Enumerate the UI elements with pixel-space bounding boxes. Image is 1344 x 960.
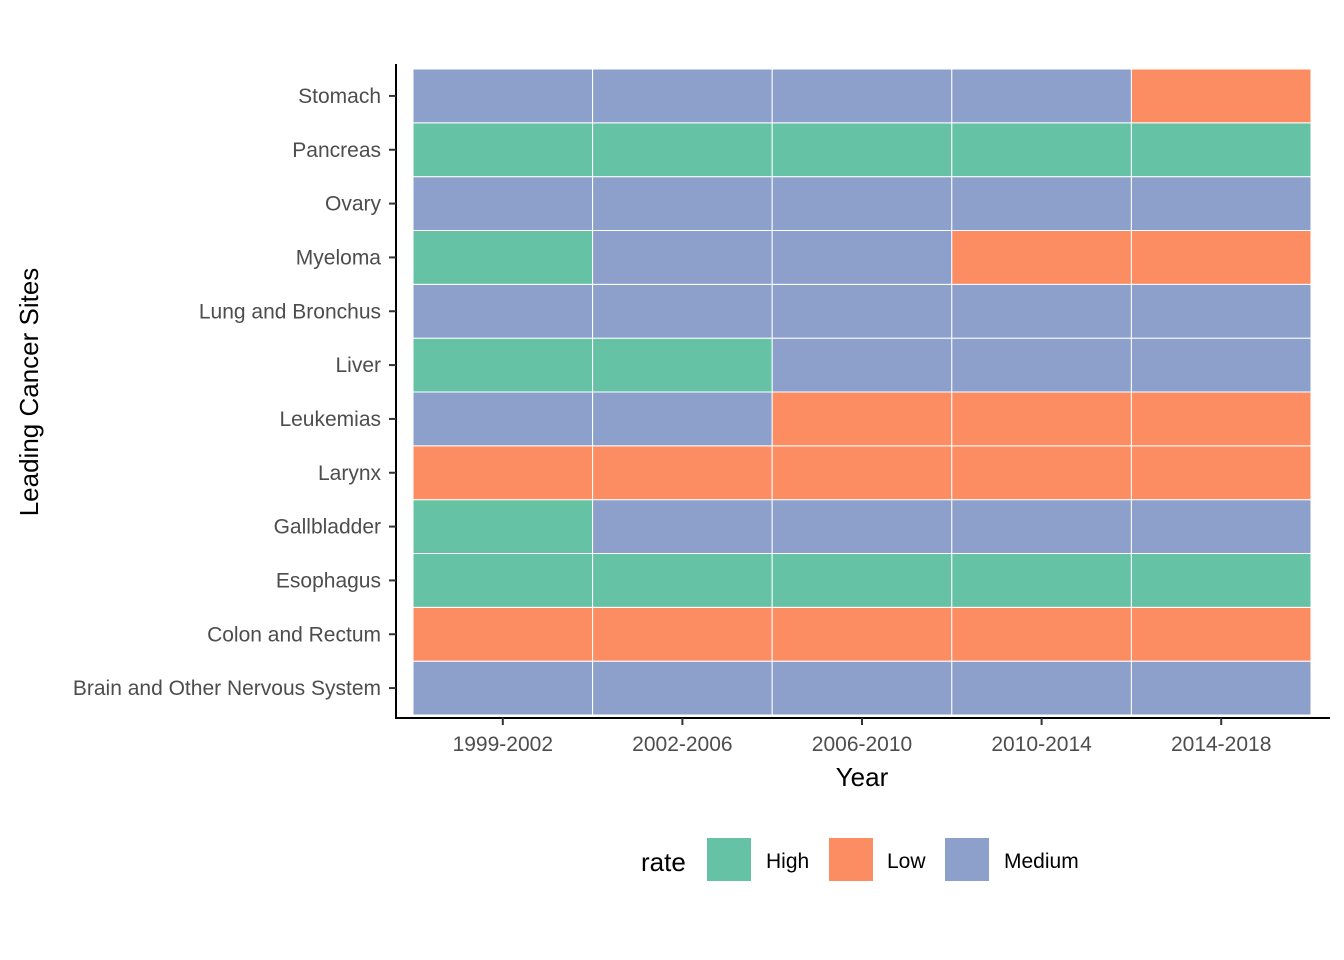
heatmap-cell [771, 283, 953, 339]
heatmap-cell [592, 176, 773, 232]
heatmap-cell [412, 230, 594, 285]
heatmap-cell [1130, 553, 1312, 608]
heatmap-cell [412, 176, 594, 232]
heatmap-cell [412, 445, 594, 501]
heatmap-cell [951, 660, 1132, 716]
heatmap-cell [771, 499, 953, 554]
y-tick-label: Stomach [298, 85, 381, 108]
legend-label-medium: Medium [1004, 850, 1079, 873]
heatmap-cell [412, 68, 594, 124]
heatmap-cell [1130, 499, 1312, 554]
heatmap-cell [1130, 606, 1312, 662]
legend-label-high: High [766, 850, 809, 873]
heatmap-cell [592, 68, 773, 124]
heatmap-cell [412, 391, 594, 447]
y-tick-label: Myeloma [296, 246, 382, 269]
heatmap-cell [592, 230, 773, 285]
heatmap-cell [771, 606, 953, 662]
x-tick-label: 2010-2014 [991, 733, 1092, 756]
heatmap-cell [412, 553, 594, 608]
x-tick-label: 2014-2018 [1171, 733, 1271, 756]
y-tick-label: Esophagus [276, 569, 381, 592]
heatmap-cell [951, 391, 1132, 447]
heatmap-cell [771, 391, 953, 447]
heatmap-cell [771, 122, 953, 178]
heatmap-cell [1130, 337, 1312, 393]
heatmap-cell [1130, 660, 1312, 716]
heatmap-cell [1130, 122, 1312, 178]
legend: rate High Low Medium [641, 838, 1079, 881]
heatmap-cell [592, 391, 773, 447]
heatmap-cell [951, 68, 1132, 124]
y-tick-label: Gallbladder [274, 516, 381, 539]
heatmap-cell [771, 176, 953, 232]
heatmap-cell [412, 283, 594, 339]
heatmap-cell [592, 445, 773, 501]
legend-label-low: Low [887, 850, 926, 873]
heatmap-cell [951, 337, 1132, 393]
heatmap-cell [951, 230, 1132, 285]
heatmap-cell [412, 660, 594, 716]
x-tick-label: 1999-2002 [453, 733, 553, 756]
legend-key-low [829, 838, 873, 881]
heatmap-cell [412, 606, 594, 662]
heatmap-cell [592, 660, 773, 716]
heatmap-cell [1130, 391, 1312, 447]
y-tick-label: Larynx [318, 462, 382, 485]
heatmap-cell [771, 553, 953, 608]
heatmap-cell [771, 337, 953, 393]
heatmap-cell [771, 660, 953, 716]
x-axis-title: Year [836, 762, 889, 792]
heatmap-cell [771, 68, 953, 124]
heatmap-cell [771, 230, 953, 285]
heatmap-cell [951, 122, 1132, 178]
y-tick-label: Pancreas [292, 139, 381, 162]
y-tick-label: Liver [335, 354, 381, 377]
legend-key-medium [945, 838, 989, 881]
y-axis-title: Leading Cancer Sites [14, 268, 44, 517]
heatmap-cell [592, 122, 773, 178]
heatmap-cell [1130, 176, 1312, 232]
heatmap-cell [1130, 445, 1312, 501]
heatmap-cell [1130, 230, 1312, 285]
heatmap-cell [412, 122, 594, 178]
heatmap-cells [412, 68, 1312, 716]
x-tick-label: 2006-2010 [812, 733, 912, 756]
heatmap-cell [951, 499, 1132, 554]
heatmap-cell [951, 606, 1132, 662]
heatmap-cell [951, 283, 1132, 339]
y-tick-label: Leukemias [279, 408, 381, 431]
heatmap-cell [592, 283, 773, 339]
heatmap-cell [1130, 68, 1312, 124]
heatmap-cell [592, 553, 773, 608]
x-axis-ticks: 1999-2002 2002-2006 2006-2010 2010-2014 2014… [453, 718, 1271, 756]
heatmap-cell [592, 606, 773, 662]
x-tick-label: 2002-2006 [632, 733, 732, 756]
y-axis-ticks: Brain and Other Nervous System Colon and … [73, 85, 396, 700]
legend-key-high [707, 838, 751, 881]
heatmap-cell [412, 337, 594, 393]
legend-title: rate [641, 847, 686, 877]
heatmap-cell [951, 445, 1132, 501]
heatmap-cell [951, 553, 1132, 608]
y-tick-label: Ovary [325, 193, 382, 216]
heatmap-cell [592, 337, 773, 393]
heatmap-cell [771, 445, 953, 501]
y-tick-label: Brain and Other Nervous System [73, 677, 381, 700]
heatmap-cell [951, 176, 1132, 232]
y-tick-label: Lung and Bronchus [199, 300, 381, 323]
y-tick-label: Colon and Rectum [207, 623, 381, 646]
heatmap-cell [412, 499, 594, 554]
heatmap-cell [592, 499, 773, 554]
heatmap-cell [1130, 283, 1312, 339]
